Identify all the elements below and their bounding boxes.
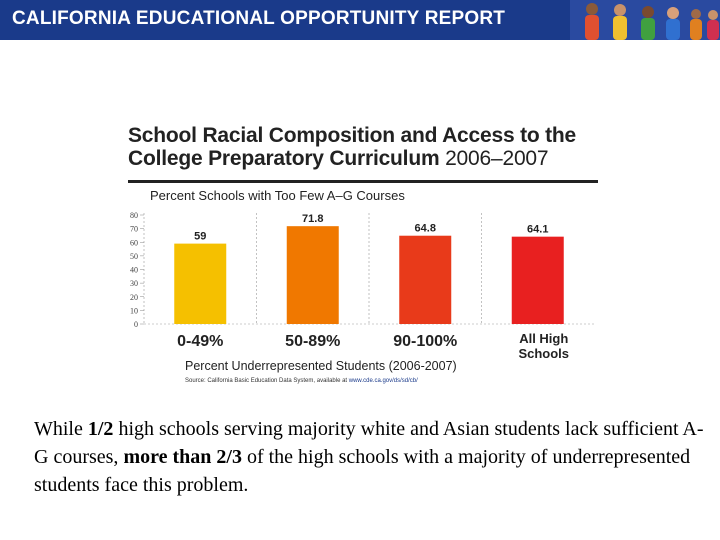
caption-part1: While xyxy=(34,418,83,440)
x-category-label: 90-100% xyxy=(393,333,457,350)
bar-chart: 0 10 20 30 40 50 60 70 80 59 0-49% 71.8 50-89% 64.8 90… xyxy=(130,211,594,373)
caption-part3: of the high schools with a majority of u… xyxy=(34,446,691,496)
bar-value-label: 59 xyxy=(194,231,206,243)
x-axis-label: Percent Underrepresented Students (2006-… xyxy=(185,359,457,373)
bar xyxy=(399,235,452,324)
x-category-label: 0-49% xyxy=(177,333,223,350)
bar xyxy=(511,236,564,324)
y-tick-label: 0 xyxy=(134,320,138,329)
y-tick-label: 10 xyxy=(130,306,138,315)
chart-title: School Racial Composition and Access to … xyxy=(128,124,576,170)
x-category-label: All High xyxy=(519,331,568,346)
bar-value-label: 71.8 xyxy=(302,213,323,225)
banner-title: CALIFORNIA EDUCATIONAL OPPORTUNITY REPOR… xyxy=(12,8,506,29)
y-tick-label: 40 xyxy=(130,266,138,275)
bar xyxy=(174,243,227,324)
chart-source: Source: California Basic Education Data … xyxy=(185,378,418,384)
y-tick-label: 80 xyxy=(130,211,138,220)
chart-subtitle: Percent Schools with Too Few A–G Courses xyxy=(150,188,405,203)
bar-value-label: 64.8 xyxy=(415,223,436,235)
x-category-label: Schools xyxy=(518,346,569,361)
x-category-label: 50-89% xyxy=(285,333,340,350)
y-tick-label: 20 xyxy=(130,293,138,302)
students-photo xyxy=(570,0,720,40)
y-tick-label: 50 xyxy=(130,252,138,261)
caption-bold1: 1/2 xyxy=(87,418,114,440)
chart-title-line2: College Preparatory Curriculum xyxy=(128,147,440,170)
caption-part2: high schools serving majority white and … xyxy=(34,418,704,468)
source-link[interactable]: www.cde.ca.gov/ds/sd/cb/ xyxy=(348,378,418,384)
source-text: Source: California Basic Education Data … xyxy=(185,378,348,384)
y-tick-label: 60 xyxy=(130,238,138,247)
y-tick-label: 30 xyxy=(130,279,138,288)
header-banner: CALIFORNIA EDUCATIONAL OPPORTUNITY REPOR… xyxy=(0,0,720,40)
title-divider xyxy=(128,180,598,183)
caption-bold2: more than 2/3 xyxy=(123,446,242,468)
bar-value-label: 64.1 xyxy=(527,224,548,236)
chart-title-line1: School Racial Composition and Access to … xyxy=(128,124,577,147)
y-tick-label: 70 xyxy=(130,225,138,234)
chart-title-year: 2006–2007 xyxy=(445,147,549,170)
caption-text: While 1/2 high schools serving majority … xyxy=(34,415,704,499)
bar xyxy=(286,226,339,324)
